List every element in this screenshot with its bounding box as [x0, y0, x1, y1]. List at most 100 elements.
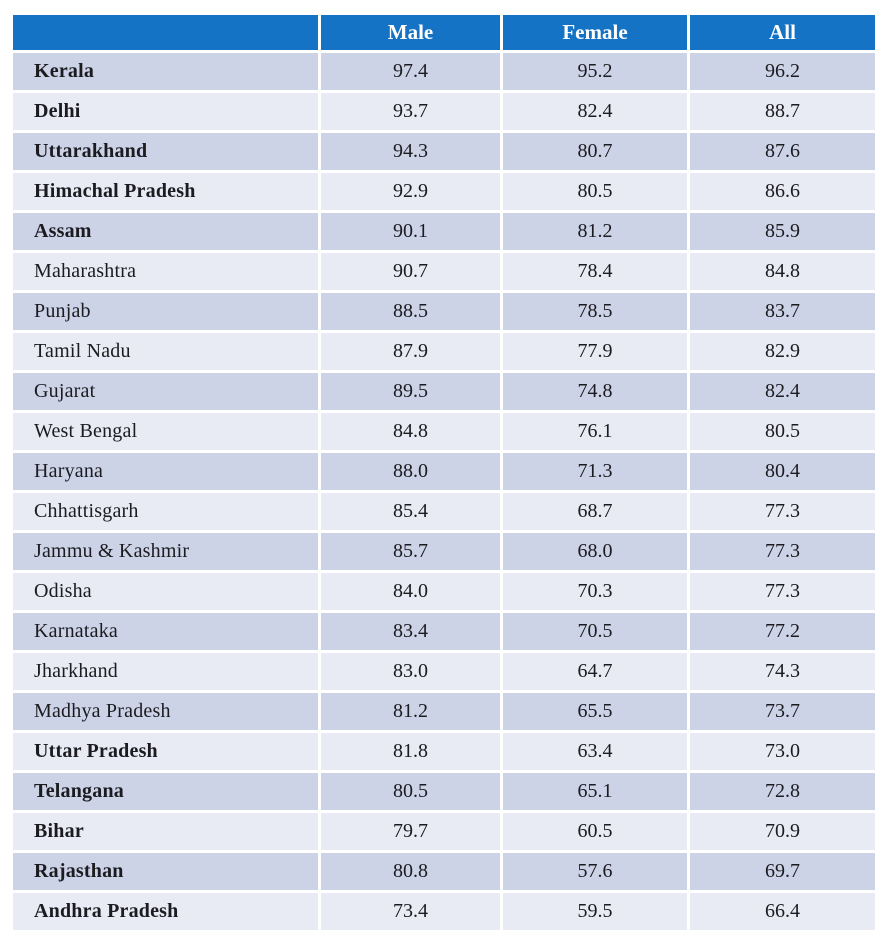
female-value: 76.1 [503, 413, 687, 450]
table-row: Haryana 88.0 71.3 80.4 [13, 453, 875, 490]
state-name: Odisha [13, 573, 318, 610]
table-row: Tamil Nadu 87.9 77.9 82.9 [13, 333, 875, 370]
male-value: 73.4 [321, 893, 500, 930]
state-name: Tamil Nadu [13, 333, 318, 370]
female-value: 57.6 [503, 853, 687, 890]
male-value: 80.8 [321, 853, 500, 890]
state-name: Uttar Pradesh [13, 733, 318, 770]
male-value: 90.1 [321, 213, 500, 250]
male-value: 79.7 [321, 813, 500, 850]
table-row: West Bengal 84.8 76.1 80.5 [13, 413, 875, 450]
table-row: Odisha 84.0 70.3 77.3 [13, 573, 875, 610]
all-value: 85.9 [690, 213, 875, 250]
table-header: Male Female All [13, 15, 875, 50]
male-value: 90.7 [321, 253, 500, 290]
all-value: 72.8 [690, 773, 875, 810]
female-value: 77.9 [503, 333, 687, 370]
table-row: Chhattisgarh 85.4 68.7 77.3 [13, 493, 875, 530]
female-value: 74.8 [503, 373, 687, 410]
state-name: Telangana [13, 773, 318, 810]
male-value: 87.9 [321, 333, 500, 370]
table-row: Bihar 79.7 60.5 70.9 [13, 813, 875, 850]
all-value: 73.0 [690, 733, 875, 770]
female-value: 81.2 [503, 213, 687, 250]
table-row: Uttar Pradesh 81.8 63.4 73.0 [13, 733, 875, 770]
table-row: Gujarat 89.5 74.8 82.4 [13, 373, 875, 410]
table-row: Assam 90.1 81.2 85.9 [13, 213, 875, 250]
all-value: 70.9 [690, 813, 875, 850]
male-value: 94.3 [321, 133, 500, 170]
all-value: 80.5 [690, 413, 875, 450]
literacy-rate-table: Male Female All Kerala 97.4 95.2 96.2 De… [10, 12, 878, 933]
state-name: Kerala [13, 53, 318, 90]
female-value: 70.5 [503, 613, 687, 650]
state-name: Gujarat [13, 373, 318, 410]
male-value: 93.7 [321, 93, 500, 130]
female-value: 59.5 [503, 893, 687, 930]
table-row: Uttarakhand 94.3 80.7 87.6 [13, 133, 875, 170]
female-value: 63.4 [503, 733, 687, 770]
all-value: 66.4 [690, 893, 875, 930]
state-name: Assam [13, 213, 318, 250]
table-row: Jammu & Kashmir 85.7 68.0 77.3 [13, 533, 875, 570]
state-name: Punjab [13, 293, 318, 330]
state-name: Jammu & Kashmir [13, 533, 318, 570]
male-value: 89.5 [321, 373, 500, 410]
male-value: 84.0 [321, 573, 500, 610]
state-name: Himachal Pradesh [13, 173, 318, 210]
female-value: 60.5 [503, 813, 687, 850]
male-value: 85.7 [321, 533, 500, 570]
male-value: 80.5 [321, 773, 500, 810]
all-value: 82.4 [690, 373, 875, 410]
state-name: Andhra Pradesh [13, 893, 318, 930]
female-value: 78.5 [503, 293, 687, 330]
all-value: 88.7 [690, 93, 875, 130]
female-value: 80.7 [503, 133, 687, 170]
male-value: 84.8 [321, 413, 500, 450]
state-name: Karnataka [13, 613, 318, 650]
male-value: 83.0 [321, 653, 500, 690]
all-value: 77.3 [690, 493, 875, 530]
table-row: Himachal Pradesh 92.9 80.5 86.6 [13, 173, 875, 210]
female-value: 82.4 [503, 93, 687, 130]
table-row: Rajasthan 80.8 57.6 69.7 [13, 853, 875, 890]
all-value: 83.7 [690, 293, 875, 330]
female-value: 65.1 [503, 773, 687, 810]
male-column-header: Male [321, 15, 500, 50]
state-name: Rajasthan [13, 853, 318, 890]
table-row: Andhra Pradesh 73.4 59.5 66.4 [13, 893, 875, 930]
male-value: 88.5 [321, 293, 500, 330]
state-name: Haryana [13, 453, 318, 490]
all-value: 82.9 [690, 333, 875, 370]
state-name: Chhattisgarh [13, 493, 318, 530]
all-value: 96.2 [690, 53, 875, 90]
all-value: 77.2 [690, 613, 875, 650]
male-value: 81.2 [321, 693, 500, 730]
all-value: 84.8 [690, 253, 875, 290]
all-value: 74.3 [690, 653, 875, 690]
male-value: 88.0 [321, 453, 500, 490]
state-name: West Bengal [13, 413, 318, 450]
female-value: 71.3 [503, 453, 687, 490]
female-value: 68.7 [503, 493, 687, 530]
header-row: Male Female All [13, 15, 875, 50]
female-value: 80.5 [503, 173, 687, 210]
state-name: Madhya Pradesh [13, 693, 318, 730]
male-value: 83.4 [321, 613, 500, 650]
state-name: Uttarakhand [13, 133, 318, 170]
all-column-header: All [690, 15, 875, 50]
table-row: Madhya Pradesh 81.2 65.5 73.7 [13, 693, 875, 730]
female-value: 70.3 [503, 573, 687, 610]
female-value: 65.5 [503, 693, 687, 730]
table-row: Kerala 97.4 95.2 96.2 [13, 53, 875, 90]
male-value: 85.4 [321, 493, 500, 530]
table-row: Karnataka 83.4 70.5 77.2 [13, 613, 875, 650]
state-column-header [13, 15, 318, 50]
female-value: 95.2 [503, 53, 687, 90]
all-value: 69.7 [690, 853, 875, 890]
male-value: 81.8 [321, 733, 500, 770]
all-value: 77.3 [690, 573, 875, 610]
state-name: Bihar [13, 813, 318, 850]
table-row: Maharashtra 90.7 78.4 84.8 [13, 253, 875, 290]
